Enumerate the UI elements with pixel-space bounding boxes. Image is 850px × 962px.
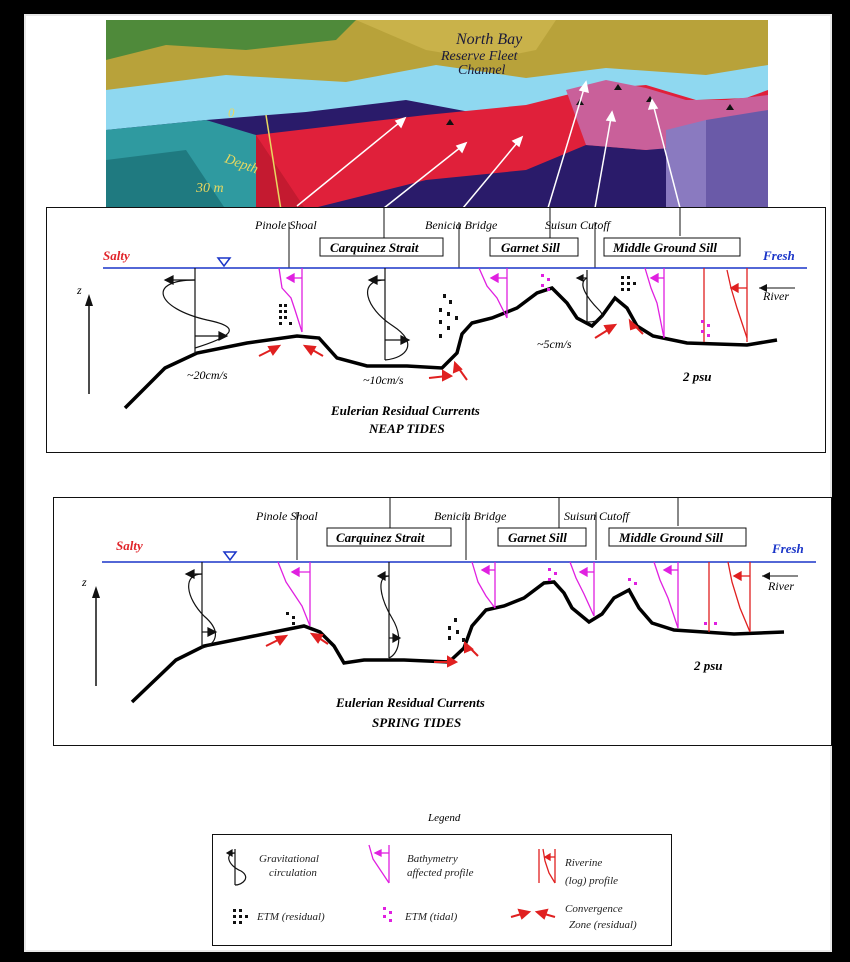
spring-benicia-label: Benicia Bridge (434, 509, 507, 523)
neap-middle-label: Middle Ground Sill (612, 240, 717, 255)
neap-tides-panel: Pinole Shoal Benicia Bridge Suisun Cutof… (46, 207, 826, 453)
spring-salty-label: Salty (116, 538, 143, 553)
legend-title: Legend (428, 812, 461, 824)
spring-surface-marker (222, 551, 238, 562)
legend-convergence-line2: Zone (residual) (569, 919, 637, 931)
neap-caption-line1: Eulerian Residual Currents (330, 403, 480, 418)
depth-bottom-label: 30 m (195, 181, 224, 196)
map-title-line2: Reserve Fleet (440, 49, 519, 64)
depth-top-label: 0 (228, 105, 235, 120)
legend-etm-tidal-icon (383, 907, 392, 922)
neap-suisun-label: Suisun Cutoff (545, 218, 612, 232)
neap-river-label: River (762, 289, 789, 303)
neap-pinole-label: Pinole Shoal (254, 218, 317, 232)
neap-speed-5: ~5cm/s (537, 337, 572, 351)
spring-bathymetry-line (130, 580, 785, 704)
legend-riverine-icon (538, 848, 556, 884)
spring-caption-line1: Eulerian Residual Currents (335, 695, 485, 710)
legend-riverine-line1: Riverine (565, 857, 603, 869)
spring-pinole-label: Pinole Shoal (255, 509, 318, 523)
neap-speed-10: ~10cm/s (363, 373, 404, 387)
map-title-line1: North Bay (455, 31, 523, 48)
neap-carquinez-label: Carquinez Strait (330, 240, 419, 255)
neap-benicia-label: Benicia Bridge (425, 218, 498, 232)
spring-suisun-label: Suisun Cutoff (564, 509, 631, 523)
spring-caption-line2: SPRING TIDES (372, 715, 461, 730)
legend-etm-residual: ETM (residual) (257, 911, 325, 923)
neap-fresh-label: Fresh (762, 248, 795, 263)
neap-caption-line2: NEAP TIDES (368, 421, 445, 436)
legend-riverine-line2: (log) profile (565, 875, 619, 887)
neap-z-label: z (76, 283, 82, 297)
spring-middle-label: Middle Ground Sill (618, 530, 723, 545)
neap-salinity-label: 2 psu (682, 369, 712, 384)
legend-bathymetry-line2: affected profile (407, 867, 474, 879)
legend-gravitational-icon (225, 848, 247, 886)
map-title-line3: Channel (458, 63, 506, 78)
legend-gravitational-line1: Gravitational (259, 853, 319, 865)
spring-salinity-label: 2 psu (693, 658, 723, 673)
legend-convergence-line1: Convergence (565, 903, 623, 915)
neap-salty-label: Salty (103, 248, 130, 263)
spring-z-label: z (81, 575, 87, 589)
legend-convergence-icon (510, 908, 556, 920)
neap-bathymetry-line (123, 285, 778, 410)
legend: Gravitational circulation Bathymetry aff… (212, 834, 672, 946)
spring-river-label: River (767, 579, 794, 593)
legend-bathymetry-line1: Bathymetry (407, 853, 458, 865)
spring-fresh-label: Fresh (771, 541, 804, 556)
neap-garnet-label: Garnet Sill (501, 240, 560, 255)
legend-bathymetry-icon (368, 844, 390, 884)
neap-surface-marker (216, 257, 232, 268)
bathymetry-block-diagram: 0 Depth 30 m North Bay Reserve Fleet Cha… (106, 20, 768, 210)
legend-etm-residual-icon (233, 909, 248, 924)
legend-gravitational-line2: circulation (269, 867, 317, 879)
spring-tides-panel: Pinole Shoal Benicia Bridge Suisun Cutof… (53, 497, 832, 746)
spring-carquinez-label: Carquinez Strait (336, 530, 425, 545)
spring-garnet-label: Garnet Sill (508, 530, 567, 545)
neap-speed-20: ~20cm/s (187, 368, 228, 382)
legend-etm-tidal: ETM (tidal) (405, 911, 458, 923)
